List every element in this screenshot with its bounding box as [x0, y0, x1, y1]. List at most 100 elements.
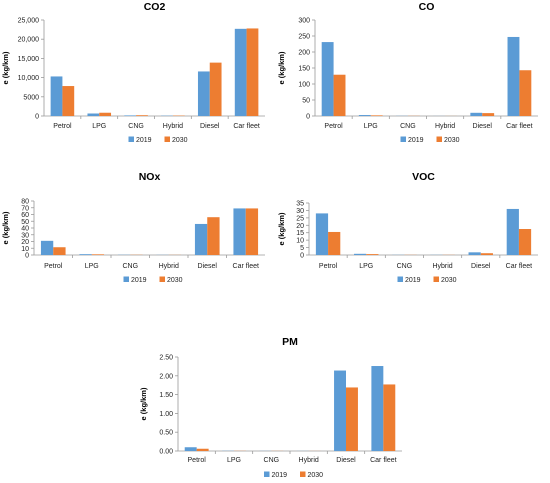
y-axis-label: e (kg/km) — [139, 387, 148, 420]
bar-car-fleet-2030 — [518, 229, 532, 255]
y-tick-label: 0 — [300, 253, 304, 260]
bar-petrol-2030 — [333, 74, 346, 116]
x-tick-label: Diesel — [200, 123, 220, 130]
bar-lpg-2030 — [370, 115, 383, 116]
bar-car-fleet-2030 — [383, 384, 396, 451]
bar-petrol-2019 — [40, 240, 54, 255]
legend-swatch-2019 — [400, 136, 406, 142]
y-axis-label: e (kg/km) — [277, 212, 286, 245]
x-tick-label: CNG — [397, 263, 413, 270]
y-tick-label: 15 — [296, 230, 304, 237]
y-tick-label: 5 — [300, 245, 304, 252]
x-tick-label: Petrol — [324, 123, 343, 130]
bar-cng-2030 — [136, 115, 148, 116]
bar-lpg-2030 — [99, 112, 112, 116]
legend-swatch-2019 — [397, 276, 403, 282]
bar-petrol-2019 — [50, 76, 63, 116]
legend-label-2019: 2019 — [405, 277, 421, 284]
x-tick-label: Diesel — [471, 263, 491, 270]
x-tick-label: Car fleet — [506, 123, 533, 130]
x-tick-label: Hybrid — [163, 123, 183, 130]
bar-diesel-2019 — [197, 71, 210, 116]
legend-swatch-2030 — [436, 136, 442, 142]
y-tick-label: 2.50 — [159, 355, 173, 362]
chart-title: CO2 — [144, 1, 166, 13]
x-tick-label: LPG — [364, 123, 378, 130]
chart-co: CO e (kg/km) 0 50 100 150 200 250 300 Petrol LPG CN… — [277, 1, 538, 144]
y-tick-label: 2.00 — [159, 373, 173, 380]
bar-car-fleet-2019 — [371, 366, 384, 451]
bar-car-fleet-2019 — [506, 208, 519, 255]
legend-label-2030: 2030 — [172, 137, 188, 144]
legend-swatch-2019 — [128, 136, 134, 142]
legend-swatch-2030 — [164, 136, 170, 142]
y-tick-label: 50 — [302, 98, 310, 105]
x-tick-label: Petrol — [188, 457, 207, 464]
y-tick-label: 25 — [296, 215, 304, 222]
chart-title: NOx — [139, 171, 161, 183]
x-tick-label: Car fleet — [506, 263, 533, 270]
y-tick-label: 150 — [298, 66, 310, 73]
bar-petrol-2019 — [321, 42, 334, 116]
bar-petrol-2030 — [53, 247, 66, 255]
bar-car-fleet-2030 — [246, 28, 259, 117]
x-tick-label: Hybrid — [299, 457, 319, 464]
bar-petrol-2019 — [315, 213, 329, 255]
legend-swatch-2030 — [433, 276, 439, 282]
x-tick-label: Diesel — [198, 263, 218, 270]
y-tick-label: 60 — [21, 212, 29, 219]
y-tick-label: 10,000 — [18, 75, 40, 82]
y-tick-label: 0 — [306, 114, 310, 121]
legend-label-2019: 2019 — [131, 277, 147, 284]
y-tick-label: 1.00 — [159, 411, 173, 418]
y-tick-label: 10 — [21, 246, 29, 253]
x-tick-label: CNG — [128, 123, 144, 130]
y-tick-label: 0 — [25, 253, 29, 260]
x-tick-label: LPG — [85, 263, 99, 270]
y-tick-label: 30 — [21, 232, 29, 239]
x-tick-label: CNG — [400, 123, 416, 130]
legend-label-2019: 2019 — [272, 472, 288, 479]
bar-diesel-2030 — [480, 253, 493, 255]
y-tick-label: 100 — [298, 82, 310, 89]
bar-car-fleet-2030 — [245, 208, 259, 255]
bar-diesel-2030 — [207, 217, 220, 255]
x-tick-label: Car fleet — [233, 263, 260, 270]
bar-lpg-2019 — [79, 254, 92, 255]
y-tick-label: 5000 — [23, 94, 39, 101]
bar-diesel-2030 — [346, 387, 358, 451]
bar-petrol-2019 — [184, 447, 197, 451]
y-tick-label: 80 — [21, 199, 29, 206]
bar-petrol-2030 — [196, 448, 209, 451]
y-tick-label: 50 — [21, 219, 29, 226]
y-tick-label: 20 — [21, 239, 29, 246]
chart-pm: PM e (kg/km) 0.00 0.50 1.00 1.50 2.00 2.50 Petro… — [139, 336, 402, 479]
x-tick-label: Hybrid — [435, 123, 455, 130]
y-tick-label: 25,000 — [18, 18, 40, 25]
chart-title: VOC — [412, 171, 435, 183]
bar-car-fleet-2030 — [519, 70, 532, 116]
legend-label-2019: 2019 — [136, 137, 152, 144]
y-axis-label: e (kg/km) — [277, 51, 286, 84]
y-tick-label: 1.50 — [159, 392, 173, 399]
y-axis-label: e (kg/km) — [1, 51, 10, 84]
bar-lpg-2030 — [91, 254, 105, 255]
bar-lpg-2030 — [366, 254, 379, 255]
legend-swatch-2019 — [123, 276, 129, 282]
y-tick-label: 35 — [296, 201, 304, 208]
y-tick-label: 0.50 — [159, 430, 173, 437]
x-tick-label: Car fleet — [233, 123, 260, 130]
bar-lpg-2019 — [358, 115, 371, 116]
y-tick-label: 0.00 — [159, 449, 173, 456]
y-tick-label: 40 — [21, 226, 29, 233]
x-tick-label: CNG — [264, 457, 280, 464]
bar-diesel-2030 — [209, 62, 222, 116]
bar-diesel-2019 — [194, 223, 208, 255]
x-tick-label: Car fleet — [370, 457, 397, 464]
bar-car-fleet-2019 — [507, 36, 520, 116]
x-tick-label: Diesel — [336, 457, 356, 464]
y-tick-label: 250 — [298, 34, 310, 41]
